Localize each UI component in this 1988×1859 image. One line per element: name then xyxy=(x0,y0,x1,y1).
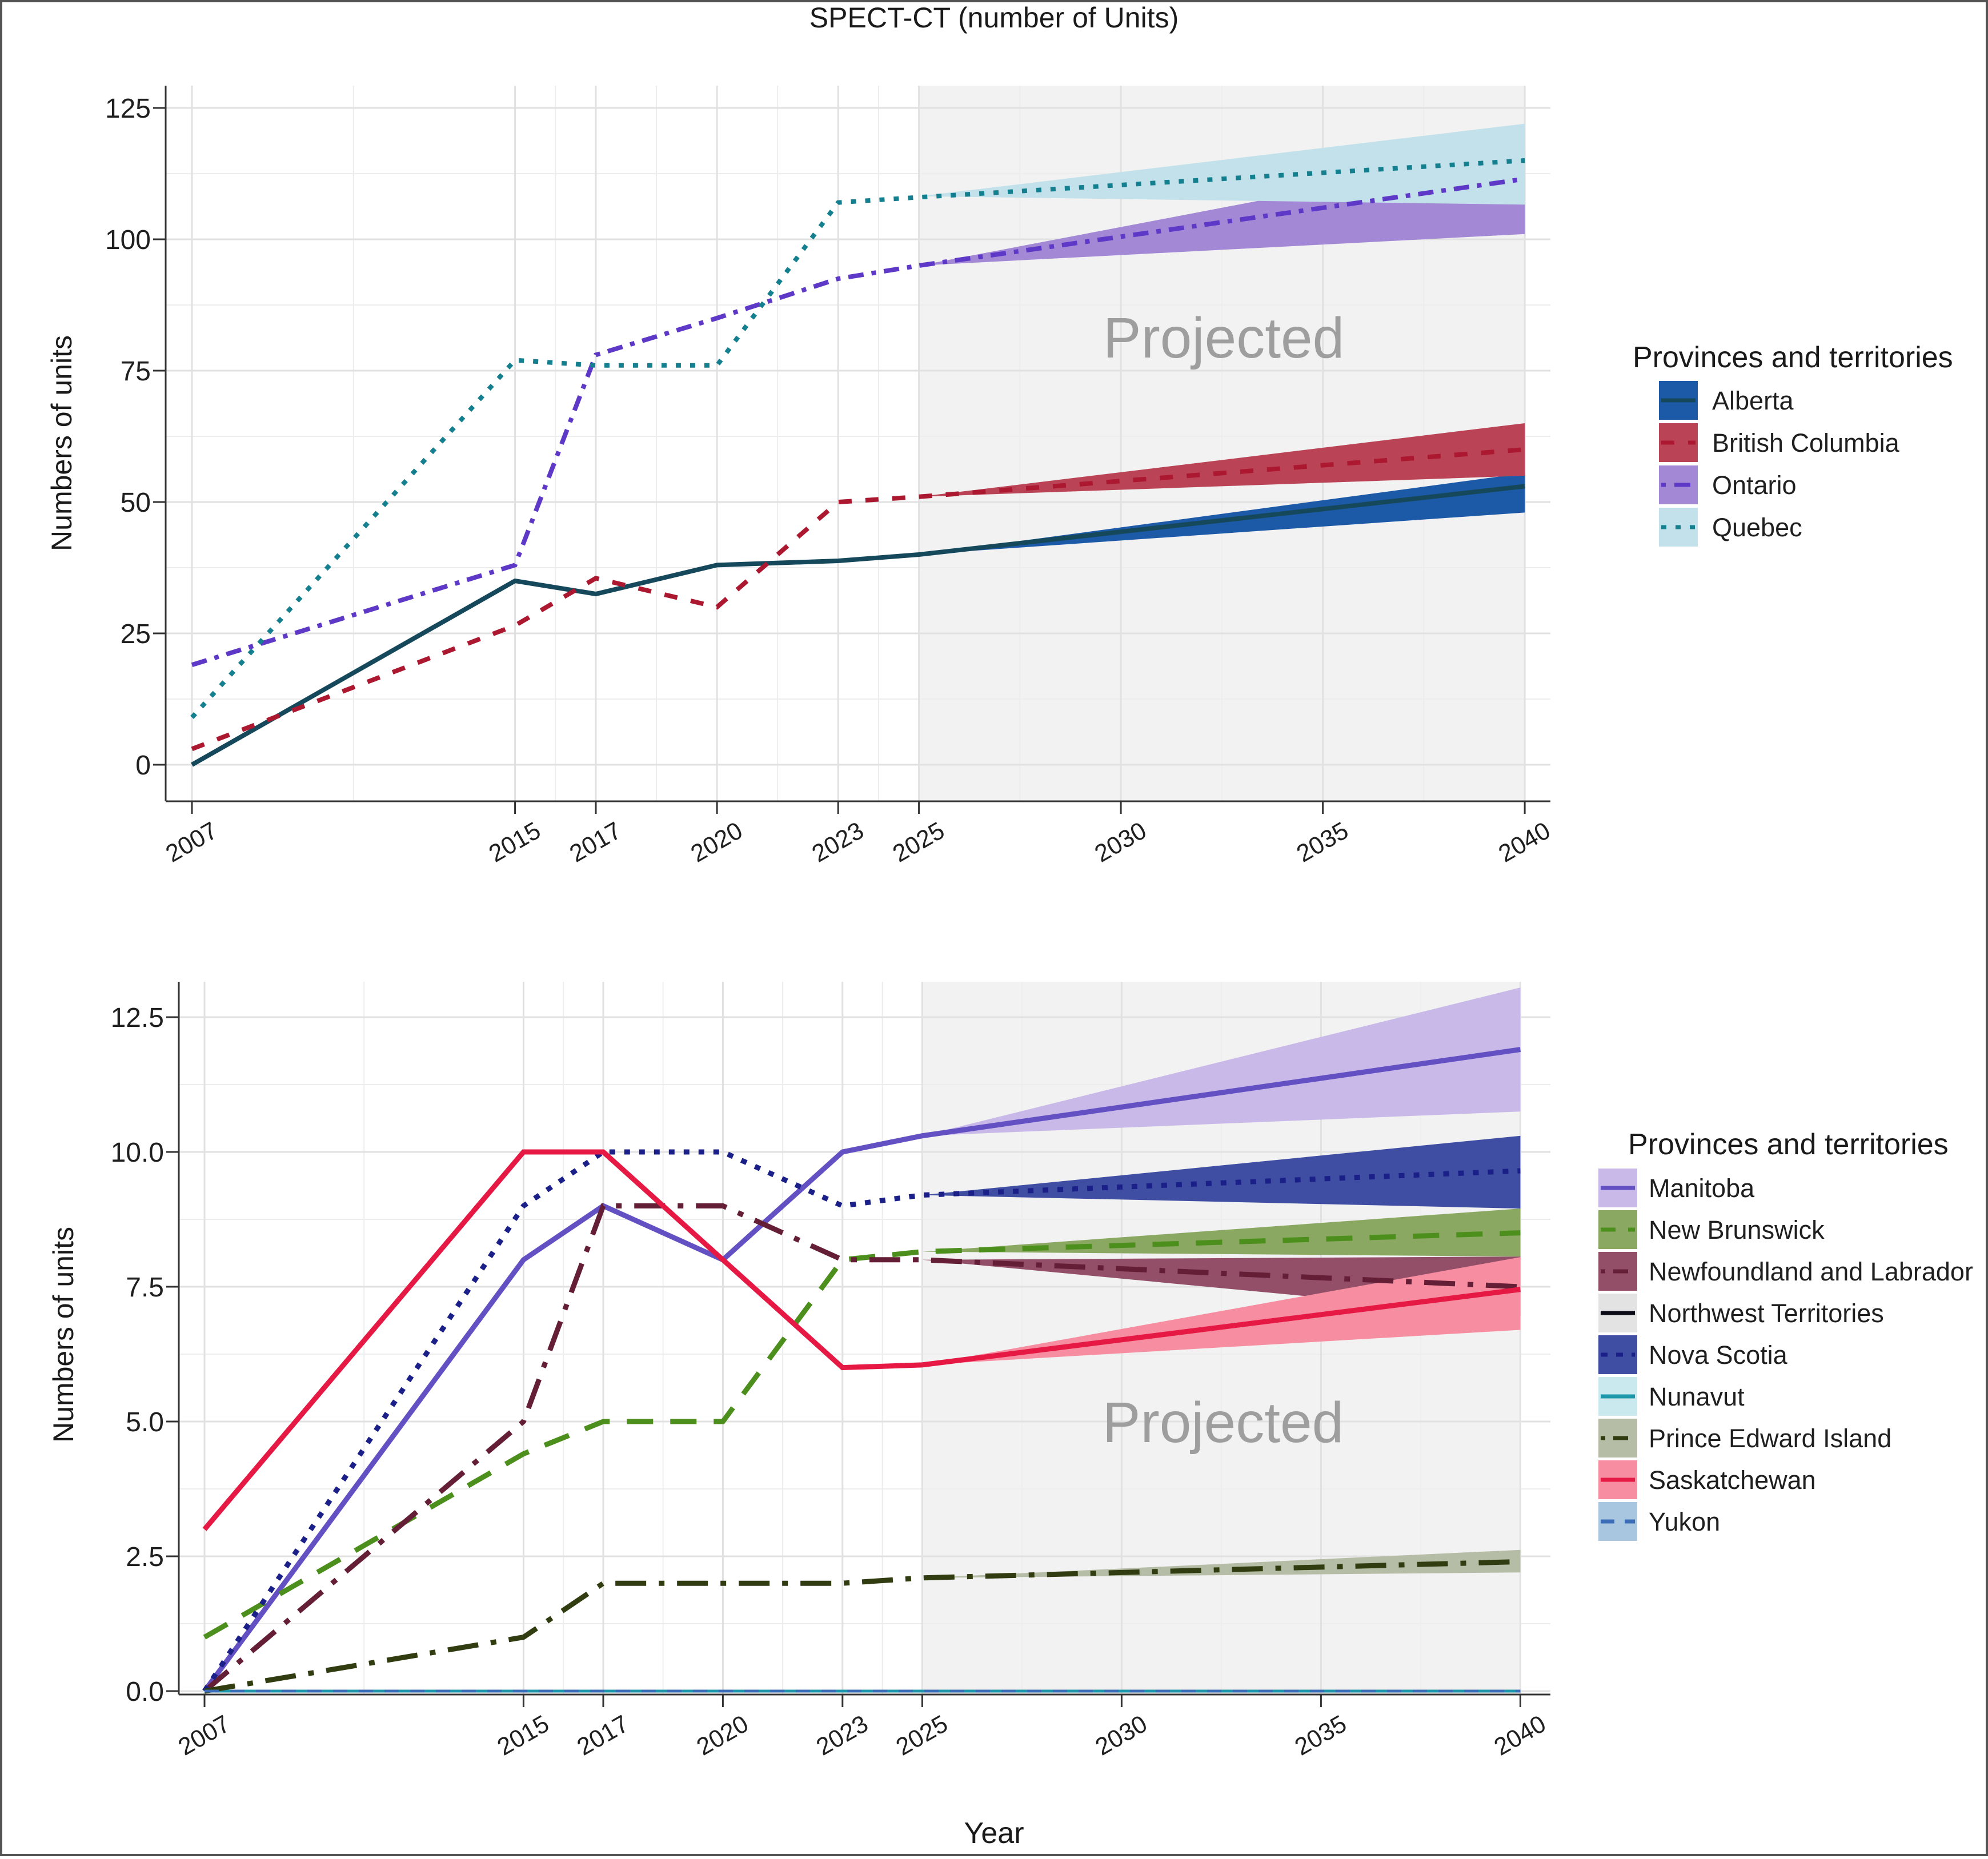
svg-text:Prince Edward Island: Prince Edward Island xyxy=(1649,1424,1891,1453)
svg-text:British Columbia: British Columbia xyxy=(1712,428,1900,457)
svg-text:Newfoundland and Labrador: Newfoundland and Labrador xyxy=(1649,1257,1973,1286)
svg-text:75: 75 xyxy=(121,356,151,387)
svg-text:Saskatchewan: Saskatchewan xyxy=(1649,1465,1816,1495)
svg-text:New Brunswick: New Brunswick xyxy=(1649,1215,1825,1244)
svg-text:2.5: 2.5 xyxy=(126,1542,164,1572)
svg-text:Yukon: Yukon xyxy=(1649,1507,1720,1536)
svg-text:7.5: 7.5 xyxy=(126,1272,164,1303)
svg-text:Projected: Projected xyxy=(1103,1391,1344,1455)
svg-text:125: 125 xyxy=(105,94,151,124)
svg-text:Alberta: Alberta xyxy=(1712,386,1794,415)
svg-text:Nunavut: Nunavut xyxy=(1649,1382,1745,1411)
svg-text:Provinces and territories: Provinces and territories xyxy=(1628,1128,1949,1161)
svg-text:Northwest Territories: Northwest Territories xyxy=(1649,1299,1884,1328)
svg-text:Ontario: Ontario xyxy=(1712,471,1797,500)
svg-text:Quebec: Quebec xyxy=(1712,513,1802,542)
svg-text:Provinces and territories: Provinces and territories xyxy=(1633,341,1953,374)
svg-text:Numbers of units: Numbers of units xyxy=(46,335,78,551)
svg-text:Numbers of units: Numbers of units xyxy=(47,1227,79,1443)
svg-text:0: 0 xyxy=(135,750,151,781)
svg-text:10.0: 10.0 xyxy=(111,1138,164,1168)
svg-text:12.5: 12.5 xyxy=(111,1003,164,1033)
svg-text:50: 50 xyxy=(121,488,151,518)
svg-text:Year: Year xyxy=(964,1817,1024,1850)
svg-text:25: 25 xyxy=(121,619,151,649)
svg-text:Projected: Projected xyxy=(1103,306,1344,370)
svg-text:100: 100 xyxy=(105,225,151,255)
svg-text:Nova Scotia: Nova Scotia xyxy=(1649,1340,1788,1370)
svg-text:SPECT-CT (number of Units): SPECT-CT (number of Units) xyxy=(809,2,1179,34)
svg-text:0.0: 0.0 xyxy=(126,1677,164,1707)
svg-text:5.0: 5.0 xyxy=(126,1407,164,1438)
svg-text:Manitoba: Manitoba xyxy=(1649,1174,1755,1203)
